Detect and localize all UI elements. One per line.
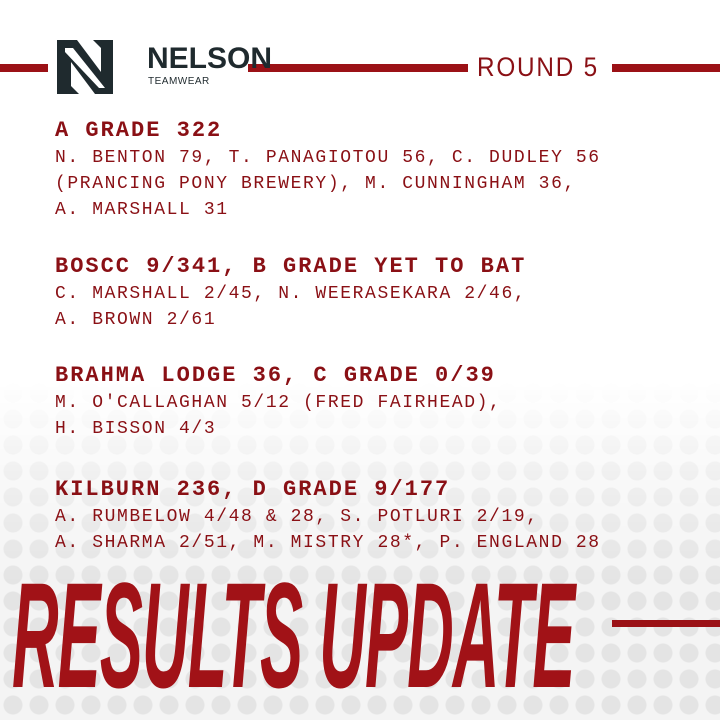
section-heading: BRAHMA LODGE 36, C GRADE 0/39 (55, 363, 496, 388)
nelson-n-logo-icon (57, 40, 113, 94)
section-line: H. BISSON 4/3 (55, 419, 217, 439)
brand-tagline: TEAMWEAR (148, 76, 210, 87)
divider-line (0, 64, 48, 72)
divider-line (612, 620, 720, 627)
section-line: A. MARSHALL 31 (55, 200, 229, 220)
section-line: N. BENTON 79, T. PANAGIOTOU 56, C. DUDLE… (55, 148, 601, 168)
section-line: M. O'CALLAGHAN 5/12 (FRED FAIRHEAD), (55, 393, 502, 413)
section-line: A. SHARMA 2/51, M. MISTRY 28*, P. ENGLAN… (55, 533, 601, 553)
result-section-c-grade: BRAHMA LODGE 36, C GRADE 0/39 M. O'CALLA… (55, 362, 501, 442)
divider-line (248, 64, 468, 72)
section-heading: BOSCC 9/341, B GRADE YET TO BAT (55, 254, 527, 279)
section-heading: A GRADE 322 (55, 118, 223, 143)
divider-line (612, 64, 720, 72)
brand-name: NELSON (147, 42, 273, 75)
section-line: A. BROWN 2/61 (55, 310, 217, 330)
results-update-title: RESULTS UPDATE (12, 551, 575, 719)
section-line: A. RUMBELOW 4/48 & 28, S. POTLURI 2/19, (55, 507, 539, 527)
result-section-d-grade: KILBURN 236, D GRADE 9/177 A. RUMBELOW 4… (55, 476, 601, 556)
brand-logo: NELSON TEAMWEAR (55, 38, 272, 96)
section-line: C. MARSHALL 2/45, N. WEERASEKARA 2/46, (55, 284, 527, 304)
section-line: (PRANCING PONY BREWERY), M. CUNNINGHAM 3… (55, 174, 576, 194)
section-heading: KILBURN 236, D GRADE 9/177 (55, 477, 451, 502)
halftone-background (0, 380, 720, 720)
result-section-b-grade: BOSCC 9/341, B GRADE YET TO BAT C. MARSH… (55, 253, 526, 333)
round-label: ROUND 5 (477, 52, 599, 82)
result-section-a-grade: A GRADE 322 N. BENTON 79, T. PANAGIOTOU … (55, 117, 601, 223)
